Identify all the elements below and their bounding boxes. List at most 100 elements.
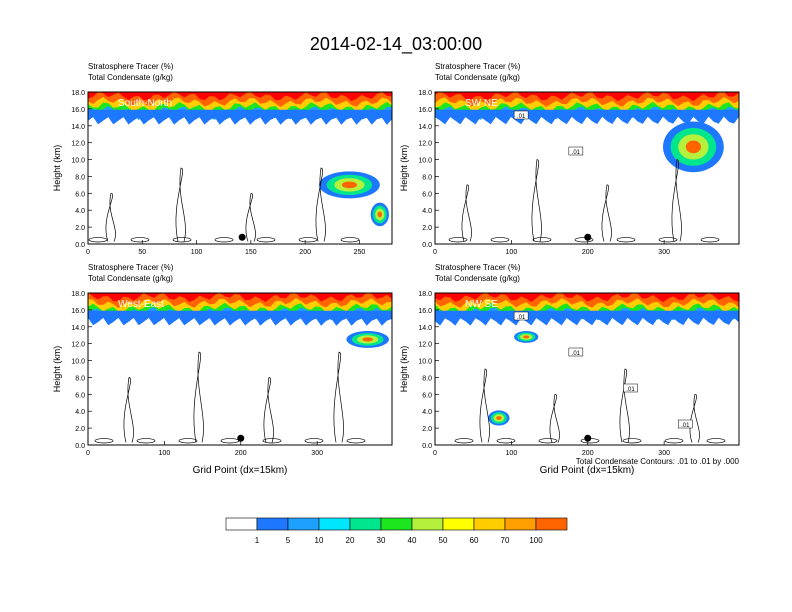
x-tick-label: 300 (658, 249, 670, 256)
panel-title-condensate: Total Condensate (g/kg) (88, 73, 173, 82)
y-tick-label: 12.0 (418, 342, 432, 349)
contour-lowcloud (94, 438, 114, 444)
contour-label-box (568, 347, 584, 357)
contour-label: .01 (517, 315, 526, 321)
contour-label-box (678, 419, 693, 429)
colorbar-label: 10 (315, 536, 324, 545)
colorbar-label: 40 (408, 536, 417, 545)
x-tick-label: 50 (138, 249, 146, 256)
panel-label: SW NE (465, 98, 498, 109)
y-tick-label: 16.0 (418, 308, 432, 315)
y-tick-label: 10.0 (71, 359, 85, 366)
y-tick-label: 12.0 (71, 141, 85, 148)
contour-lowcloud (88, 237, 108, 243)
tracer-band-4 (435, 92, 739, 107)
y-tick-label: 8.0 (75, 375, 85, 382)
colorbar-label: 50 (439, 536, 448, 545)
contour-label: .01 (681, 423, 690, 429)
colorbar-swatch (287, 517, 320, 531)
x-tick-label: 300 (658, 450, 670, 457)
y-tick-label: 4.0 (75, 409, 85, 416)
contour-lowcloud (262, 438, 282, 444)
y-tick-label: 12.0 (418, 141, 432, 148)
colorbar-swatch (535, 517, 568, 531)
contour-lowcloud (340, 237, 360, 243)
panel-title-tracer: Stratosphere Tracer (%) (435, 62, 521, 71)
tracer-band-5 (88, 293, 392, 303)
y-tick-label: 2.0 (75, 225, 85, 232)
contour-lowcloud (136, 438, 156, 444)
contour-column (193, 351, 204, 443)
x-tick-label: 200 (582, 249, 594, 256)
colorbar-swatch (504, 517, 537, 531)
x-axis-label: Grid Point (dx=15km) (193, 465, 288, 476)
contour-lowcloud (574, 237, 594, 243)
colorbar-label: 5 (286, 536, 291, 545)
contour-lowcloud (706, 438, 726, 444)
panel-title-condensate: Total Condensate (g/kg) (435, 274, 520, 283)
colorbar-label: 1 (255, 536, 260, 545)
y-axis-label: Height (km) (52, 346, 62, 393)
contour-lowcloud (256, 237, 276, 243)
y-tick-label: 0.0 (75, 443, 85, 450)
contour-lowcloud (214, 237, 234, 243)
panel-title-condensate: Total Condensate (g/kg) (88, 274, 173, 283)
panel-label: West-East (118, 299, 164, 310)
colorbar-swatch (473, 517, 506, 531)
tracer-fringe (88, 109, 392, 125)
contour-lowcloud (622, 438, 642, 444)
y-tick-label: 4.0 (422, 409, 432, 416)
figure-title: 2014-02-14_03:00:00 (310, 34, 482, 55)
contour-label-box (513, 311, 529, 321)
contour-label: .01 (572, 150, 581, 156)
contour-column (461, 184, 472, 242)
colorbar-label: 100 (529, 536, 543, 545)
tracer-fringe (88, 310, 392, 326)
contour-lowcloud (130, 237, 150, 243)
plot-frame (87, 91, 393, 245)
x-tick-label: 0 (433, 249, 437, 256)
y-tick-label: 6.0 (75, 392, 85, 399)
intrusion-2-level-4 (523, 335, 530, 339)
colorbar-swatch (349, 517, 382, 531)
contour-label-box (513, 110, 529, 120)
colorbar-label: 20 (346, 536, 355, 545)
panel-title-tracer: Stratosphere Tracer (%) (435, 263, 521, 272)
contour-lowcloud (298, 237, 318, 243)
y-tick-label: 10.0 (418, 359, 432, 366)
contour-label: .01 (626, 387, 635, 393)
contour-lowcloud (538, 438, 558, 444)
tracer-band-5 (435, 293, 739, 303)
panel-4: .01 .01 .01 .01 NW SE Stratosphere Tracer (%)… (399, 263, 740, 476)
condensate-contours (454, 368, 726, 444)
x-tick-label: 250 (354, 249, 366, 256)
plot-frame (87, 292, 393, 446)
contour-label-box (568, 146, 584, 156)
contour-lowcloud (346, 438, 366, 444)
y-tick-label: 14.0 (71, 325, 85, 332)
contour-label-box (623, 383, 638, 393)
y-tick-label: 18.0 (71, 90, 85, 97)
y-tick-label: 0.0 (75, 242, 85, 249)
x-axis-label: Grid Point (dx=15km) (540, 465, 635, 476)
intrusion-1-level-4 (685, 140, 702, 154)
y-tick-label: 0.0 (422, 242, 432, 249)
contour-column (671, 159, 682, 242)
y-tick-label: 18.0 (71, 291, 85, 298)
intrusion-1-level-4 (341, 181, 358, 189)
y-tick-label: 14.0 (418, 325, 432, 332)
y-tick-label: 6.0 (422, 392, 432, 399)
y-tick-label: 6.0 (422, 191, 432, 198)
contour-column (549, 393, 560, 443)
contour-lowcloud (616, 237, 636, 243)
contour-lowcloud (700, 237, 720, 243)
y-tick-label: 4.0 (75, 208, 85, 215)
contour-column (175, 167, 186, 242)
panel-label: NW SE (465, 299, 498, 310)
contour-lowcloud (490, 237, 510, 243)
contour-lowcloud (448, 237, 468, 243)
colorbar-swatch (318, 517, 351, 531)
y-tick-label: 16.0 (418, 107, 432, 114)
y-tick-label: 6.0 (75, 191, 85, 198)
